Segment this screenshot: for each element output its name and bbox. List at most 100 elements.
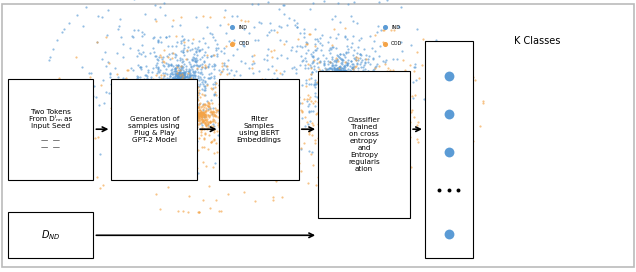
Point: [310, 82, 320, 86]
Point: [377, 116, 387, 120]
Point: [155, 105, 165, 109]
Point: [203, 147, 213, 152]
Point: [373, 78, 384, 82]
Point: [237, 89, 247, 94]
Point: [191, 105, 202, 109]
Point: [340, 34, 350, 38]
Point: [335, 69, 345, 73]
Point: [190, 135, 200, 139]
Point: [197, 114, 207, 118]
Point: [46, 89, 56, 93]
Point: [140, 104, 150, 108]
Point: [353, 56, 363, 60]
Point: [192, 84, 202, 88]
Point: [221, 83, 232, 88]
Point: [363, 111, 373, 116]
Point: [176, 73, 186, 77]
Point: [197, 120, 207, 124]
Point: [342, 73, 352, 77]
Point: [274, 79, 284, 83]
Point: [157, 119, 167, 123]
Point: [354, 76, 364, 81]
Point: [157, 57, 167, 61]
Point: [336, 81, 347, 86]
Point: [355, 112, 365, 117]
Point: [176, 73, 186, 78]
Point: [220, 8, 230, 12]
Point: [162, 112, 172, 116]
Point: [311, 68, 321, 73]
Point: [175, 74, 185, 78]
Point: [195, 112, 205, 117]
Point: [177, 110, 187, 114]
Point: [332, 96, 342, 100]
Point: [181, 108, 191, 112]
Point: [175, 72, 185, 76]
Point: [195, 110, 205, 114]
Point: [371, 121, 381, 126]
Point: [333, 155, 343, 159]
Point: [156, 73, 167, 77]
Point: [352, 97, 363, 101]
Point: [371, 30, 382, 34]
Point: [322, 67, 333, 71]
Point: [196, 77, 206, 81]
Point: [198, 198, 209, 202]
Point: [333, 92, 343, 96]
Point: [272, 97, 282, 101]
Point: [196, 112, 206, 116]
Point: [43, 108, 53, 113]
Point: [187, 58, 197, 62]
Point: [352, 109, 363, 113]
Point: [248, 96, 258, 100]
Point: [308, 163, 318, 167]
Point: [338, 78, 349, 83]
Point: [200, 101, 211, 106]
Point: [348, 66, 358, 70]
Point: [359, 116, 370, 120]
Point: [141, 148, 151, 152]
Point: [331, 76, 342, 81]
Text: IND: IND: [391, 25, 400, 30]
Point: [109, 97, 119, 101]
Point: [396, 82, 406, 86]
Point: [284, 16, 294, 20]
Point: [224, 71, 234, 75]
Point: [339, 75, 349, 80]
Point: [315, 41, 325, 45]
Point: [207, 87, 217, 91]
Point: [350, 55, 361, 59]
Point: [202, 113, 212, 117]
Point: [157, 78, 167, 82]
Point: [161, 94, 171, 98]
Point: [335, 77, 345, 81]
Point: [325, 120, 335, 124]
Point: [149, 106, 159, 110]
Point: [354, 109, 364, 113]
Point: [180, 88, 190, 92]
Point: [191, 138, 201, 142]
Point: [352, 61, 362, 65]
Point: [154, 55, 164, 60]
Point: [238, 99, 249, 103]
Point: [184, 109, 194, 114]
Point: [333, 98, 343, 103]
Point: [191, 115, 202, 119]
Point: [148, 36, 158, 41]
Point: [216, 80, 226, 84]
Point: [172, 71, 182, 75]
Point: [386, 28, 396, 32]
Point: [193, 98, 204, 103]
Point: [163, 64, 173, 68]
Point: [207, 110, 217, 115]
Point: [197, 118, 207, 123]
Point: [281, 39, 291, 43]
Point: [272, 30, 282, 34]
Point: [209, 150, 219, 155]
Point: [355, 105, 365, 110]
Point: [190, 109, 200, 113]
Point: [220, 125, 230, 129]
Point: [399, 68, 410, 72]
Point: [179, 92, 189, 97]
Point: [193, 45, 204, 49]
